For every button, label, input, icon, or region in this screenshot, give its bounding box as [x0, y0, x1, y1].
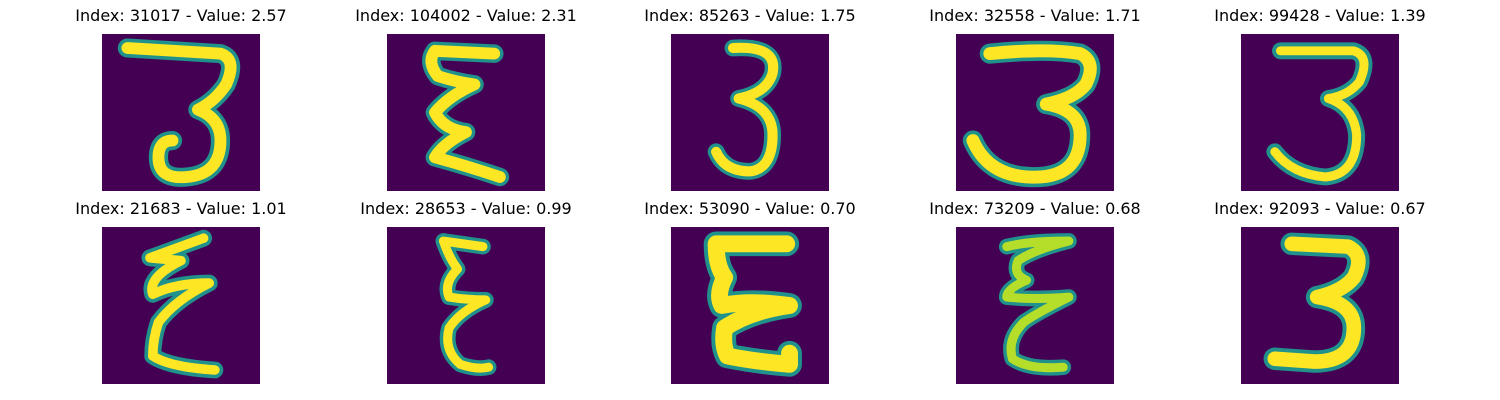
digit-panel: Index: 85263 - Value: 1.75: [644, 7, 856, 191]
digit-panel: Index: 53090 - Value: 0.70: [644, 200, 856, 384]
panel-title: Index: 28653 - Value: 0.99: [360, 199, 572, 218]
digit-image: [956, 34, 1114, 191]
panel-title: Index: 21683 - Value: 1.01: [75, 199, 287, 218]
digit-image: [956, 227, 1114, 384]
digit-image: [387, 227, 545, 384]
digit-image: [387, 34, 545, 191]
digit-panel: Index: 73209 - Value: 0.68: [929, 200, 1141, 384]
panel-title: Index: 85263 - Value: 1.75: [644, 6, 856, 25]
digit-panel: Index: 104002 - Value: 2.31: [355, 7, 577, 191]
digit-panel: Index: 31017 - Value: 2.57: [75, 7, 287, 191]
panel-title: Index: 99428 - Value: 1.39: [1214, 6, 1426, 25]
panel-title: Index: 31017 - Value: 2.57: [75, 6, 287, 25]
digit-image: [671, 227, 829, 384]
digit-panel: Index: 32558 - Value: 1.71: [929, 7, 1141, 191]
panel-title: Index: 32558 - Value: 1.71: [929, 6, 1141, 25]
panel-title: Index: 104002 - Value: 2.31: [355, 6, 577, 25]
digit-image: [1241, 227, 1399, 384]
digit-panel: Index: 21683 - Value: 1.01: [75, 200, 287, 384]
digit-panel: Index: 28653 - Value: 0.99: [360, 200, 572, 384]
digit-panel: Index: 92093 - Value: 0.67: [1214, 200, 1426, 384]
panel-title: Index: 73209 - Value: 0.68: [929, 199, 1141, 218]
digit-panel: Index: 99428 - Value: 1.39: [1214, 7, 1426, 191]
digit-image: [102, 227, 260, 384]
panel-title: Index: 53090 - Value: 0.70: [644, 199, 856, 218]
digit-image: [102, 34, 260, 191]
digit-image: [1241, 34, 1399, 191]
panel-title: Index: 92093 - Value: 0.67: [1214, 199, 1426, 218]
digit-image: [671, 34, 829, 191]
